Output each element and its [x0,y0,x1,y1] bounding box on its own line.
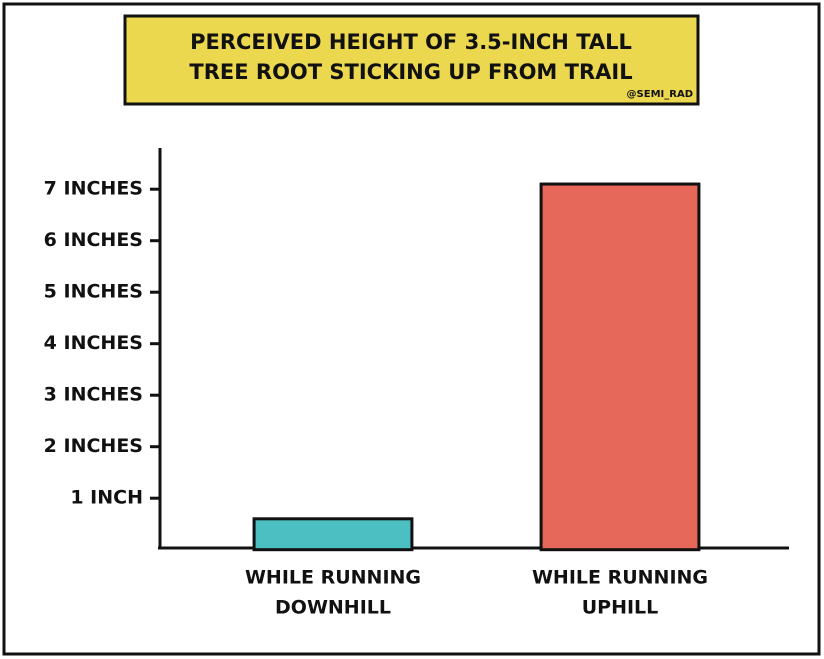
y-tick-label: 2 INCHES [44,435,143,457]
y-tick-label: 5 INCHES [44,281,143,303]
x-tick-label: DOWNHILL [275,597,391,619]
chart-title: TREE ROOT STICKING UP FROM TRAIL [189,60,632,84]
chart: PERCEIVED HEIGHT OF 3.5-INCH TALL TREE R… [0,0,824,659]
y-tick-label: 4 INCHES [44,332,143,354]
chart-title: PERCEIVED HEIGHT OF 3.5-INCH TALL [190,30,632,54]
y-tick-label: 1 INCH [70,487,143,509]
x-tick-label: WHILE RUNNING [245,567,421,589]
bar [254,519,412,550]
page: PERCEIVED HEIGHT OF 3.5-INCH TALL TREE R… [0,0,824,659]
bar [541,184,699,550]
credit: @SEMI_RAD [627,89,693,100]
y-tick-label: 6 INCHES [44,229,143,251]
x-tick-label: WHILE RUNNING [532,567,708,589]
x-tick-label: UPHILL [582,597,659,619]
y-tick-label: 3 INCHES [44,384,143,406]
y-tick-label: 7 INCHES [44,178,143,200]
